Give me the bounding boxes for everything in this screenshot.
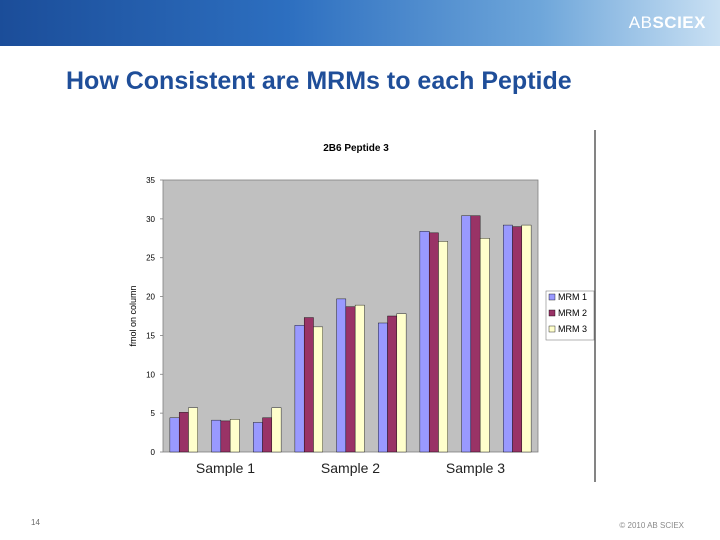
- group-label: Sample 1: [195, 460, 256, 476]
- y-tick-label: 15: [146, 331, 155, 340]
- logo-sciex-text: SCIEX: [652, 13, 706, 32]
- y-axis-ticks: 0 5 10 15 20 25 30 35: [146, 176, 163, 457]
- y-tick-label: 5: [151, 409, 156, 418]
- bar-mrm-2-group-9: [512, 226, 523, 453]
- legend-label: MRM 2: [558, 308, 587, 318]
- bar-mrm-3-group-4: [313, 326, 323, 453]
- legend-swatch: [548, 293, 556, 301]
- bar-mrm-1-group-9: [503, 224, 513, 453]
- bar-mrm-1-group-4: [294, 325, 305, 453]
- bar-mrm-2-group-5: [345, 306, 356, 453]
- bar-mrm-2-group-4: [303, 317, 314, 453]
- bar-mrm-3-group-3: [271, 407, 282, 453]
- bar-mrm-3-group-9: [521, 224, 532, 453]
- bar-mrm-1-group-5: [336, 298, 347, 453]
- bar-mrm-1-group-6: [378, 322, 388, 453]
- page-number: 14: [31, 518, 40, 527]
- y-tick-label: 25: [146, 254, 155, 263]
- group-label: Sample 2: [320, 460, 381, 476]
- bar-mrm-2-group-2: [220, 420, 231, 453]
- bar-mrm-2-group-8: [470, 215, 481, 453]
- bar-mrm-2-group-3: [262, 417, 273, 453]
- group-label: Sample 3: [445, 460, 506, 476]
- chart-title: 2B6 Peptide 3: [323, 143, 389, 154]
- bar-mrm-1-group-3: [253, 422, 263, 453]
- bar-mrm-2-group-6: [387, 315, 398, 453]
- logo-ab-text: AB: [628, 13, 653, 32]
- bar-mrm-3-group-5: [354, 304, 365, 453]
- y-tick-label: 35: [146, 176, 155, 185]
- legend-swatch: [548, 309, 556, 317]
- slide-title: How Consistent are MRMs to each Peptide: [66, 67, 572, 95]
- bar-series: [169, 215, 532, 453]
- y-tick-label: 10: [146, 370, 155, 379]
- bar-mrm-2-group-1: [178, 412, 189, 453]
- bar-mrm-1-group-7: [419, 231, 430, 453]
- bar-mrm-1-group-1: [169, 417, 180, 453]
- bar-mrm-3-group-2: [229, 419, 240, 453]
- bar-mrm-2-group-7: [428, 232, 439, 453]
- absciex-logo: ABSCIEX: [629, 13, 706, 37]
- y-tick-label: 20: [146, 293, 155, 302]
- bar-mrm-3-group-6: [396, 313, 407, 453]
- bar-mrm-3-group-8: [479, 238, 490, 453]
- y-axis-label: fmol on column: [128, 285, 138, 346]
- legend-swatch: [548, 325, 556, 333]
- y-tick-label: 30: [146, 215, 155, 224]
- copyright-text: © 2010 AB SCIEX: [619, 521, 684, 530]
- legend-label: MRM 1: [558, 292, 587, 302]
- y-tick-label: 0: [151, 448, 156, 457]
- bar-mrm-3-group-7: [438, 241, 448, 453]
- bar-mrm-1-group-2: [211, 419, 222, 453]
- bar-mrm-3-group-1: [188, 407, 198, 453]
- bar-mrm-1-group-8: [461, 215, 472, 453]
- chart-legend: MRM 1 MRM 2 MRM 3: [545, 290, 595, 341]
- legend-label: MRM 3: [558, 324, 587, 334]
- header-band: [0, 0, 720, 46]
